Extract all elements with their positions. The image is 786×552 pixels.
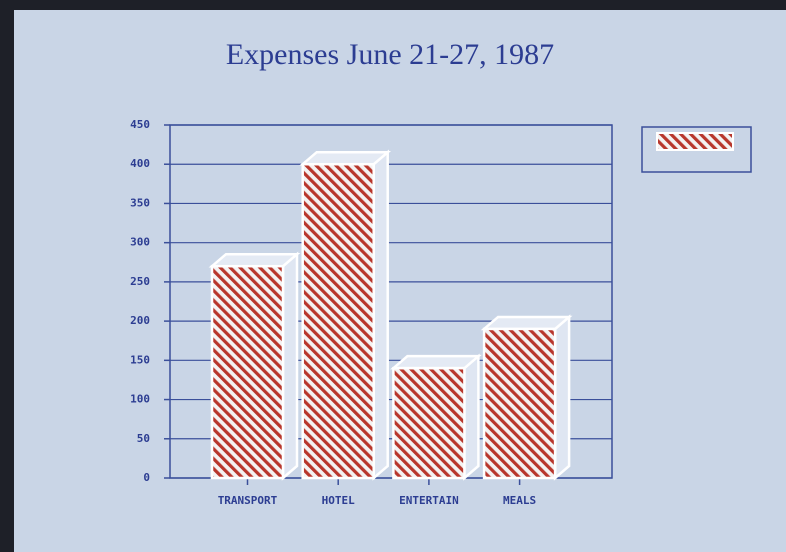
x-tick-label: MEALS [503,494,536,507]
y-tick-label: 450 [130,118,150,131]
y-tick-label: 250 [130,275,150,288]
bar-side [555,317,569,478]
bar-top [303,152,388,164]
y-tick-label: 0 [143,471,150,484]
bar-side [283,254,297,478]
y-tick-label: 100 [130,393,150,406]
y-tick-label: 400 [130,157,150,170]
x-tick-label: ENTERTAIN [399,494,459,507]
y-tick-label: 200 [130,314,150,327]
bar-top [212,254,297,266]
bar-top [393,356,478,368]
x-tick-label: HOTEL [322,494,355,507]
chart: Expenses June 21-27, 1987 0 50 100 150 200 25… [0,0,786,552]
bar-side [464,356,478,478]
y-tick-label: 350 [130,196,150,209]
page: Expenses June 21-27, 1987 0 50 100 150 200 25… [0,0,786,552]
bar [484,329,555,478]
bar [212,266,283,478]
y-tick-label: 150 [130,353,150,366]
bar [393,368,464,478]
bar [303,164,374,478]
y-tick-label: 300 [130,236,150,249]
y-tick-label: 50 [137,432,150,445]
bar-side [374,152,388,478]
legend-swatch [657,133,733,150]
x-tick-label: TRANSPORT [218,494,278,507]
bar-top [484,317,569,329]
chart-title: Expenses June 21-27, 1987 [226,38,554,71]
